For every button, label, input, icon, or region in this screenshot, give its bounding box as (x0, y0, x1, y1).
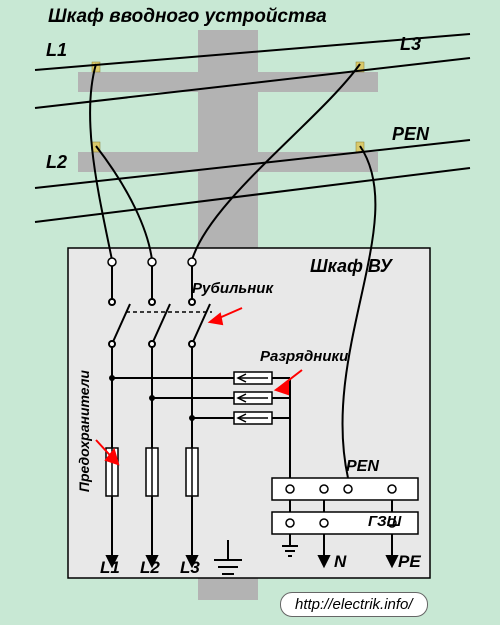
label-l3-top: L3 (400, 34, 421, 55)
source-url[interactable]: http://electrik.info/ (280, 592, 428, 617)
gzsh-bus-label: ГЗШ (368, 513, 401, 530)
arresters (234, 372, 272, 424)
canvas (0, 0, 500, 625)
switch-label: Рубильник (192, 280, 273, 297)
label-l2-top: L2 (46, 152, 67, 173)
label-l1-top: L1 (46, 40, 67, 61)
arresters-label: Разрядники (260, 348, 348, 365)
label-n-bot: N (334, 552, 346, 572)
label-l1-bot: L1 (100, 558, 120, 578)
cabinet-title: Шкаф ВУ (310, 256, 392, 277)
fuses-label: Предохранители (76, 370, 92, 492)
label-pen-top: PEN (392, 124, 429, 145)
crossarm-1 (78, 72, 378, 92)
title: Шкаф вводного устройства (48, 6, 327, 28)
label-l2-bot: L2 (140, 558, 160, 578)
label-l3-bot: L3 (180, 558, 200, 578)
pen-bus-label: PEN (346, 458, 379, 476)
label-pe-bot: PE (398, 552, 421, 572)
